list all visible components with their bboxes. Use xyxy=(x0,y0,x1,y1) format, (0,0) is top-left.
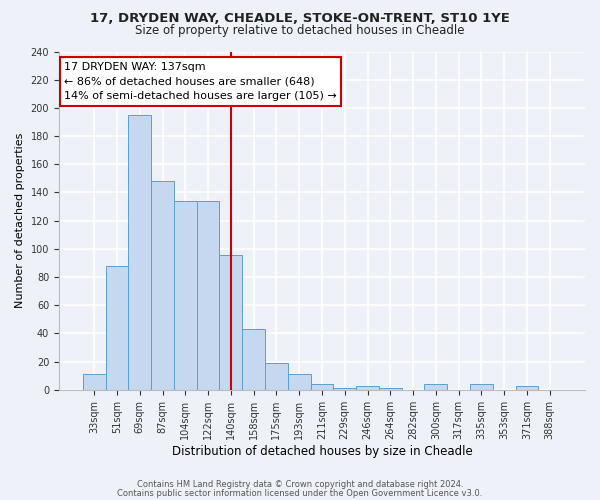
Bar xyxy=(174,201,197,390)
Bar xyxy=(356,386,379,390)
Bar xyxy=(311,384,334,390)
X-axis label: Distribution of detached houses by size in Cheadle: Distribution of detached houses by size … xyxy=(172,444,472,458)
Text: 17 DRYDEN WAY: 137sqm
← 86% of detached houses are smaller (648)
14% of semi-det: 17 DRYDEN WAY: 137sqm ← 86% of detached … xyxy=(64,62,337,102)
Bar xyxy=(106,266,128,390)
Bar xyxy=(334,388,356,390)
Bar xyxy=(379,388,401,390)
Bar xyxy=(288,374,311,390)
Text: 17, DRYDEN WAY, CHEADLE, STOKE-ON-TRENT, ST10 1YE: 17, DRYDEN WAY, CHEADLE, STOKE-ON-TRENT,… xyxy=(90,12,510,26)
Bar xyxy=(128,115,151,390)
Y-axis label: Number of detached properties: Number of detached properties xyxy=(15,133,25,308)
Bar xyxy=(470,384,493,390)
Bar xyxy=(515,386,538,390)
Text: Contains public sector information licensed under the Open Government Licence v3: Contains public sector information licen… xyxy=(118,488,482,498)
Bar xyxy=(197,201,220,390)
Bar xyxy=(242,329,265,390)
Text: Size of property relative to detached houses in Cheadle: Size of property relative to detached ho… xyxy=(135,24,465,37)
Bar xyxy=(151,181,174,390)
Bar xyxy=(83,374,106,390)
Text: Contains HM Land Registry data © Crown copyright and database right 2024.: Contains HM Land Registry data © Crown c… xyxy=(137,480,463,489)
Bar xyxy=(220,254,242,390)
Bar xyxy=(424,384,447,390)
Bar xyxy=(265,363,288,390)
